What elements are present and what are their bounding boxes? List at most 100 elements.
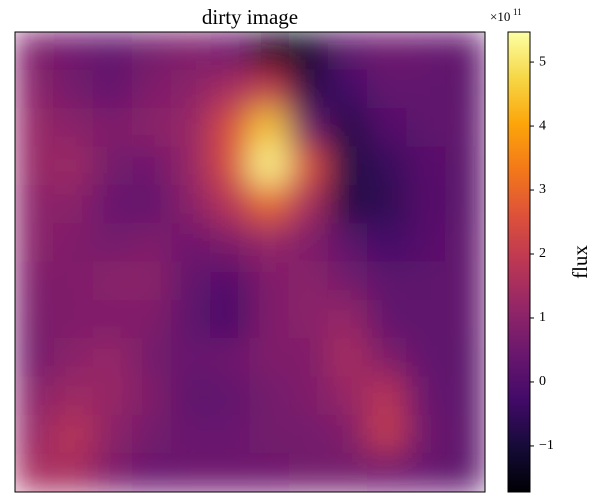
heat-cell	[406, 69, 447, 110]
heat-cell	[406, 453, 447, 492]
heat-cell	[132, 338, 173, 378]
heat-cell	[327, 414, 368, 455]
heat-cell	[445, 69, 485, 110]
heat-cell	[288, 338, 329, 378]
heat-cell	[132, 376, 173, 416]
heat-cell	[132, 32, 173, 71]
heat-cell	[288, 184, 329, 225]
heat-cell	[171, 32, 212, 71]
heat-cell	[445, 146, 485, 186]
heat-cell	[249, 338, 290, 378]
heat-cell	[92, 299, 133, 340]
heat-cell	[249, 299, 290, 340]
heat-cell	[210, 338, 251, 378]
heat-cell	[53, 32, 94, 71]
heat-cell	[53, 299, 94, 340]
image	[15, 32, 485, 492]
heat-cell	[53, 261, 94, 301]
heat-cell	[445, 32, 485, 71]
heat-cell	[132, 261, 173, 301]
heat-cell	[327, 108, 368, 148]
heat-cell	[15, 261, 55, 301]
heat-cell	[132, 184, 173, 225]
heat-cell	[249, 261, 290, 301]
heat-cell	[367, 414, 408, 455]
heat-cell	[249, 376, 290, 416]
colorbar-tick-label: 4	[539, 118, 546, 133]
heat-cell	[288, 223, 329, 263]
heat-cell	[92, 223, 133, 263]
heat-cell	[288, 414, 329, 455]
heat-cell	[92, 338, 133, 378]
heat-cell	[15, 32, 55, 71]
heat-cell	[445, 108, 485, 148]
heat-cell	[210, 299, 251, 340]
heat-cell	[406, 146, 447, 186]
heat-cell	[53, 414, 94, 455]
heat-cell	[53, 223, 94, 263]
heat-cell	[445, 338, 485, 378]
colorbar-tick-label: 3	[539, 182, 546, 197]
heat-cell	[92, 69, 133, 110]
colorbar-label: flux	[568, 245, 592, 279]
heat-cell	[53, 108, 94, 148]
heat-cell	[327, 453, 368, 492]
heat-cell	[15, 223, 55, 263]
heat-cell	[406, 32, 447, 71]
heat-cell	[171, 299, 212, 340]
heat-cell	[327, 69, 368, 110]
image-cells	[15, 32, 485, 492]
heat-cell	[15, 108, 55, 148]
colorbar-tick-label: −1	[539, 438, 554, 453]
heat-cell	[367, 69, 408, 110]
heat-cell	[210, 453, 251, 492]
heat-cell	[249, 32, 290, 71]
heat-cell	[210, 261, 251, 301]
heat-cell	[367, 184, 408, 225]
heat-cell	[445, 299, 485, 340]
heat-cell	[210, 69, 251, 110]
heat-cell	[406, 299, 447, 340]
heat-cell	[406, 108, 447, 148]
heat-cell	[53, 376, 94, 416]
heat-cell	[171, 261, 212, 301]
colorbar-tick-label: 1	[539, 310, 546, 325]
heat-cell	[249, 223, 290, 263]
heat-cell	[132, 108, 173, 148]
heat-cell	[210, 146, 251, 186]
offset-base: ×10	[490, 9, 510, 24]
heat-cell	[249, 414, 290, 455]
heat-cell	[15, 338, 55, 378]
heat-cell	[288, 108, 329, 148]
heat-cell	[445, 453, 485, 492]
heat-cell	[288, 69, 329, 110]
colorbar-tick-label: 5	[539, 54, 546, 69]
heat-cell	[367, 338, 408, 378]
heat-cell	[445, 223, 485, 263]
heat-cell	[210, 32, 251, 71]
heat-cell	[92, 108, 133, 148]
heat-cell	[92, 453, 133, 492]
heat-cell	[15, 69, 55, 110]
heat-cell	[92, 414, 133, 455]
heat-cell	[367, 299, 408, 340]
heat-cell	[327, 223, 368, 263]
heat-cell	[249, 453, 290, 492]
heat-cell	[406, 376, 447, 416]
heat-cell	[92, 184, 133, 225]
heat-cell	[171, 108, 212, 148]
colorbar-tick-label: 0	[539, 374, 546, 389]
heat-cell	[367, 453, 408, 492]
heat-cell	[53, 338, 94, 378]
heat-cell	[327, 261, 368, 301]
heat-cell	[171, 453, 212, 492]
heat-cell	[445, 376, 485, 416]
heat-cell	[327, 376, 368, 416]
heat-cell	[132, 69, 173, 110]
colorbar	[507, 31, 531, 493]
heat-cell	[132, 299, 173, 340]
heat-cell	[53, 453, 94, 492]
heat-cell	[249, 184, 290, 225]
heat-cell	[249, 146, 290, 186]
